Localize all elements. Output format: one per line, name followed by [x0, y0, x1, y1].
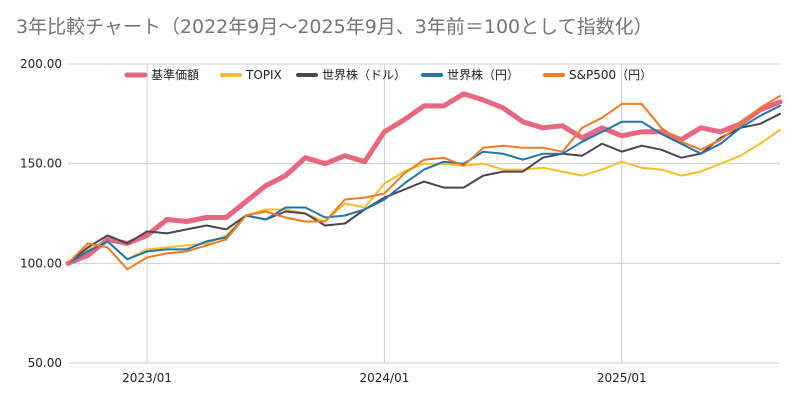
- legend-label: TOPIX: [245, 68, 282, 82]
- y-tick-label: 100.00: [20, 256, 62, 270]
- x-tick-label: 2023/01: [122, 371, 172, 385]
- legend-label: 世界株（円）: [447, 67, 519, 82]
- legend-label: S&P500（円）: [569, 68, 652, 82]
- series-line-4: [67, 94, 781, 271]
- series-line-3: [67, 104, 781, 265]
- y-tick-label: 200.00: [20, 57, 62, 71]
- legend-label: 世界株（ドル）: [322, 67, 406, 82]
- series-line-0: [65, 91, 783, 266]
- chart-title: 3年比較チャート（2022年9月〜2025年9月、3年前＝100として指数化）: [16, 16, 653, 38]
- series-line-1: [67, 128, 781, 265]
- legend-label: 基準価額: [151, 67, 199, 82]
- series-line-2: [67, 112, 781, 265]
- x-tick-label: 2024/01: [360, 371, 410, 385]
- y-tick-label: 150.00: [20, 157, 62, 171]
- y-tick-label: 50.00: [28, 356, 62, 370]
- x-tick-label: 2025/01: [597, 371, 647, 385]
